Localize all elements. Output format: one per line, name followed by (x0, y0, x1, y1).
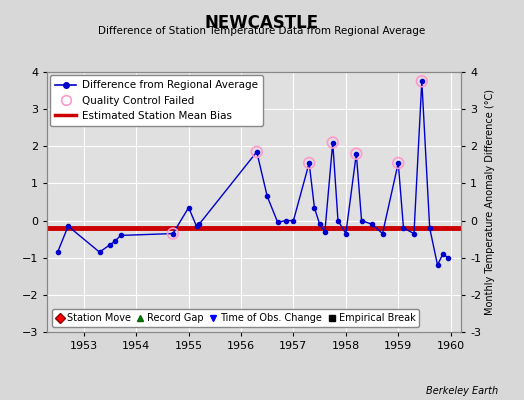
Point (352, 150, 361, 157)
Text: NEWCASTLE: NEWCASTLE (205, 14, 319, 32)
Text: Berkeley Earth: Berkeley Earth (425, 386, 498, 396)
Legend: Station Move, Record Gap, Time of Obs. Change, Empirical Break: Station Move, Record Gap, Time of Obs. C… (52, 309, 419, 327)
Point (418, 78, 426, 84)
Point (305, 160, 313, 166)
Point (253, 149, 261, 155)
Point (169, 230, 177, 237)
Point (394, 160, 402, 166)
Y-axis label: Monthly Temperature Anomaly Difference (°C): Monthly Temperature Anomaly Difference (… (485, 89, 495, 315)
Text: Difference of Station Temperature Data from Regional Average: Difference of Station Temperature Data f… (99, 26, 425, 36)
Point (329, 139, 337, 146)
